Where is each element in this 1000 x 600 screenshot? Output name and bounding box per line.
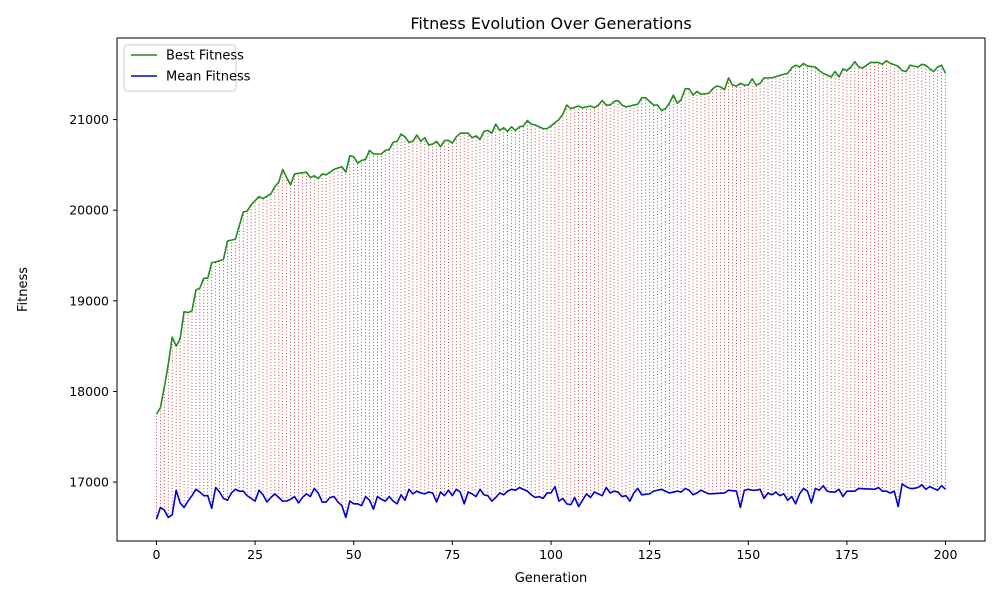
x-axis: 0 25 50 75 100 125 150 175 200 (152, 541, 958, 562)
series-lines (155, 59, 947, 520)
mean-fitness-line (155, 483, 947, 520)
y-tick-label: 21000 (69, 112, 109, 127)
y-axis: 17000 18000 19000 20000 21000 (69, 112, 117, 490)
y-axis-title: Fitness (16, 267, 31, 312)
legend-box (123, 44, 237, 92)
legend-label-best-fitness: Best Fitness (166, 49, 244, 64)
chart-title: Fitness Evolution Over Generations (410, 14, 691, 33)
x-tick-label: 175 (835, 547, 859, 562)
x-tick-label: 150 (736, 547, 760, 562)
best-fitness-line (155, 59, 947, 415)
legend: Best Fitness Mean Fitness (123, 44, 251, 92)
y-tick-label: 17000 (69, 475, 109, 490)
y-tick-label: 20000 (69, 203, 109, 218)
x-tick-label: 125 (638, 547, 662, 562)
x-axis-title: Generation (515, 571, 588, 586)
x-tick-label: 200 (934, 547, 958, 562)
connector-lines (156, 60, 946, 520)
y-tick-label: 19000 (69, 293, 109, 308)
x-tick-label: 25 (247, 547, 263, 562)
x-tick-label: 50 (346, 547, 362, 562)
x-tick-label: 0 (152, 547, 160, 562)
x-tick-label: 100 (539, 547, 563, 562)
y-tick-label: 18000 (69, 384, 109, 399)
legend-label-mean-fitness: Mean Fitness (166, 70, 251, 85)
x-tick-label: 75 (444, 547, 460, 562)
